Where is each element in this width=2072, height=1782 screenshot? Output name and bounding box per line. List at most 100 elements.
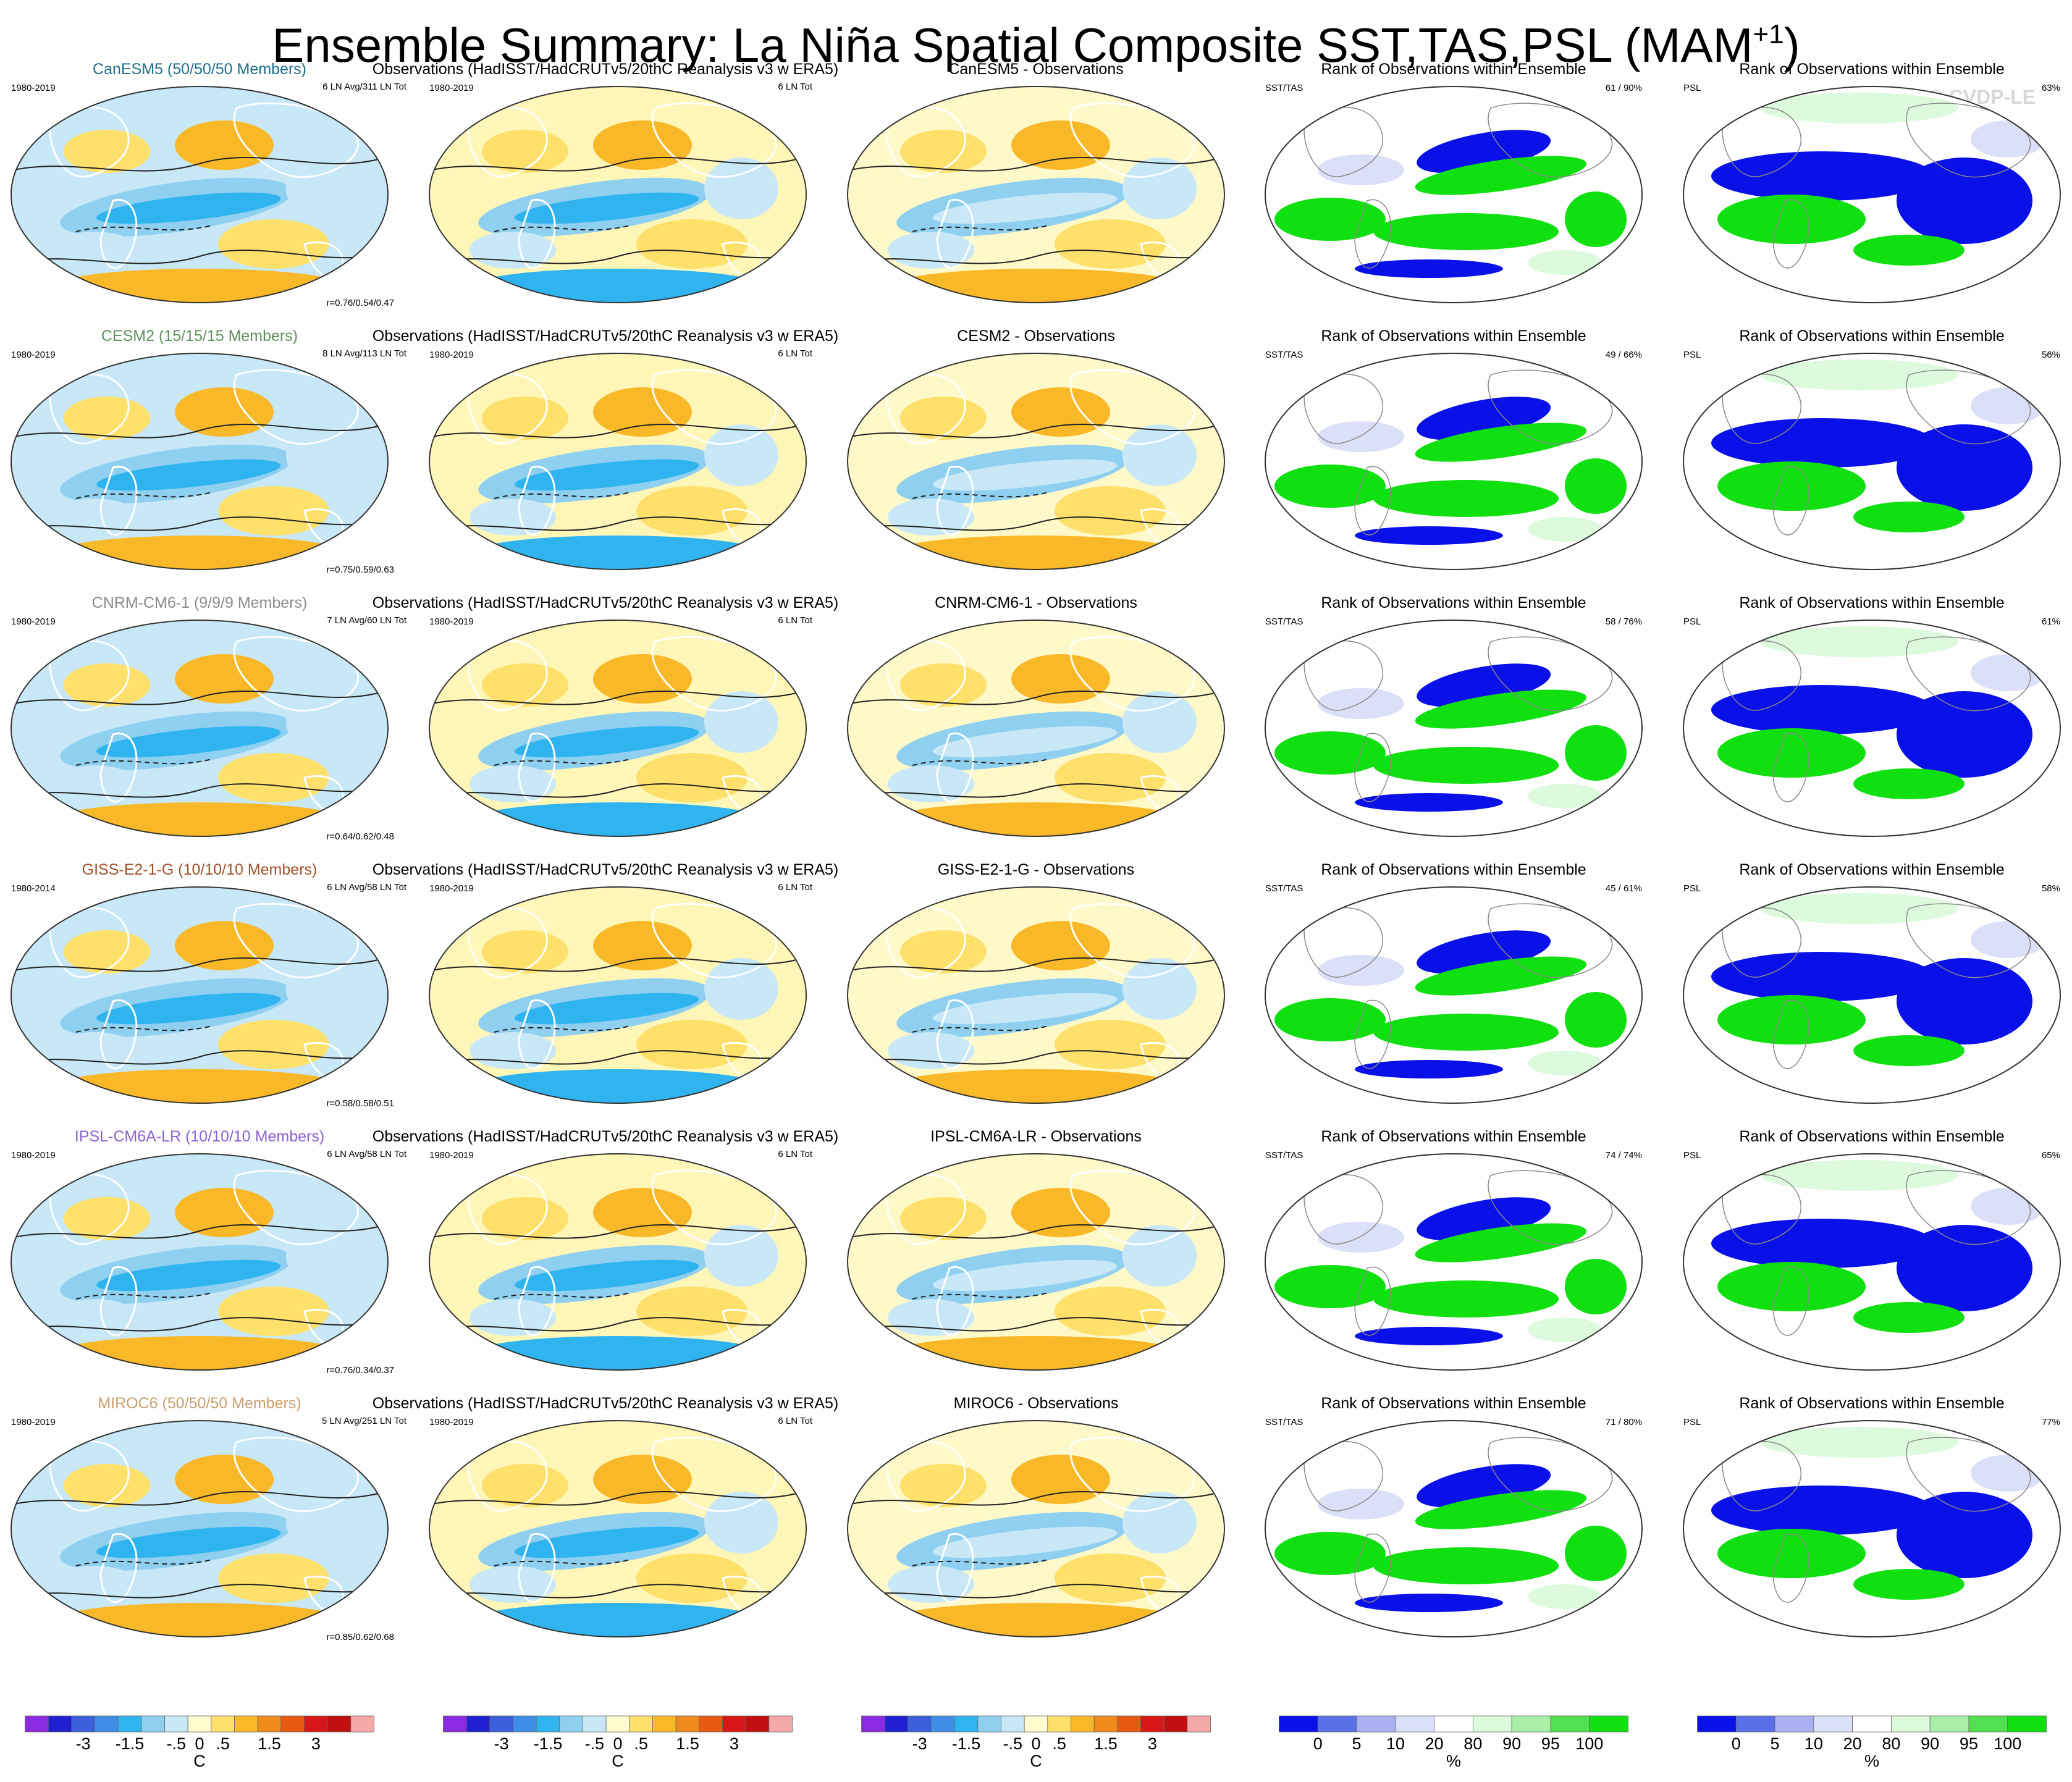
colorbar-tick-label: 5 — [1771, 1734, 1780, 1753]
colorbar-swatch — [769, 1715, 793, 1733]
colorbar-swatch — [745, 1715, 770, 1733]
panel-title: CESM2 - Observations — [957, 327, 1115, 345]
panel-rank-value: 74 / 74% — [1606, 1150, 1642, 1161]
panel-years: 1980-2019 — [429, 83, 474, 93]
panel-title: Rank of Observations within Ensemble — [1321, 594, 1586, 612]
panel-variable: PSL — [1683, 1417, 1701, 1427]
colorbar-tick-label: 3 — [1148, 1734, 1157, 1753]
colorbar-tick-label: -3 — [76, 1734, 91, 1753]
colorbar-tick-label: 100 — [1994, 1734, 2021, 1753]
colorbar-tick-label: 3 — [730, 1734, 739, 1753]
panel-variable: SST/TAS — [1265, 83, 1303, 93]
panel-ln-count: 6 LN Tot — [778, 1416, 812, 1426]
colorbar-swatch — [304, 1715, 328, 1733]
panel-ln-count: 5 LN Avg/251 LN Tot — [322, 1416, 407, 1426]
colorbar-swatch — [1735, 1715, 1775, 1733]
colorbar-tick-label: 0 — [1031, 1734, 1040, 1753]
panel-title: Rank of Observations within Ensemble — [1321, 861, 1586, 878]
colorbar-swatch — [699, 1715, 723, 1733]
panel-ln-count: 6 LN Tot — [778, 882, 812, 893]
colorbar-swatch — [1279, 1715, 1318, 1733]
colorbar-swatch — [1434, 1715, 1473, 1733]
colorbar-swatch — [954, 1715, 979, 1733]
colorbar-tick-label: -1.5 — [116, 1734, 145, 1753]
colorbar-tick-label: -3 — [494, 1734, 509, 1753]
panel-years: 1980-2019 — [11, 1150, 56, 1161]
panel-variable: PSL — [1683, 83, 1701, 93]
colorbar-swatch — [861, 1715, 885, 1733]
colorbar-swatch — [1472, 1715, 1512, 1733]
panel-rank-value: 56% — [2042, 350, 2060, 360]
colorbar-tick-label: 3 — [311, 1734, 321, 1753]
panel-observations: Observations (HadISST/HadCRUTv5/20thC Re… — [373, 594, 838, 837]
panel-years: 1980-2019 — [11, 1417, 56, 1427]
panel-model-IPSL-CM6A-LR: IPSL-CM6A-LR (10/10/10 Members) 1980-2019… — [11, 1128, 407, 1376]
colorbar-swatch — [1001, 1715, 1025, 1733]
colorbar-unit: C — [1030, 1752, 1042, 1770]
colorbar-tick-label: 20 — [1425, 1734, 1444, 1753]
panel-correlation: r=0.76/0.54/0.47 — [326, 298, 394, 308]
panel-rank-value: 49 / 66% — [1606, 350, 1642, 360]
panel-title: Rank of Observations within Ensemble — [1739, 594, 2004, 612]
colorbar-tick-label: -1.5 — [952, 1734, 981, 1753]
panel-years: 1980-2014 — [11, 883, 56, 894]
panel-observations: Observations (HadISST/HadCRUTv5/20thC Re… — [373, 61, 838, 303]
panel-variable: SST/TAS — [1265, 883, 1303, 894]
colorbar-swatch — [443, 1715, 467, 1733]
panel-title: CanESM5 (50/50/50 Members) — [93, 61, 306, 78]
panel-ln-count: 6 LN Avg/58 LN Tot — [327, 1149, 407, 1159]
colorbar-tick-label: 10 — [1805, 1734, 1823, 1753]
panel-difference: MIROC6 - Observations — [847, 1395, 1225, 1637]
panel-ln-count: 6 LN Tot — [778, 1149, 812, 1159]
panel-title: CNRM-CM6-1 (9/9/9 Members) — [92, 594, 308, 612]
panel-title: Observations (HadISST/HadCRUTv5/20thC Re… — [373, 594, 838, 612]
colorbar-swatch — [908, 1715, 932, 1733]
colorbar-model: -3 -1.5 -.5 0 .5 1.5 3 C — [25, 1715, 374, 1770]
colorbar-tick-label: -3 — [912, 1734, 927, 1753]
colorbar-swatch — [1317, 1715, 1357, 1733]
colorbar-tick-label: -1.5 — [534, 1734, 563, 1753]
colorbar-tick-label: 0 — [195, 1734, 204, 1753]
panel-title: Observations (HadISST/HadCRUTv5/20thC Re… — [373, 1128, 838, 1145]
colorbar-swatch — [1163, 1715, 1188, 1733]
colorbar-swatch — [257, 1715, 282, 1733]
colorbar-group: -3 -1.5 -.5 0 .5 1.5 3 C -3 -1.5 -.5 0 .5 1.5 3 C -3 -1.5… — [25, 1715, 2047, 1770]
colorbar-swatch — [931, 1715, 955, 1733]
panel-rank-value: 61 / 90% — [1606, 83, 1642, 93]
colorbar-swatch — [1071, 1715, 1095, 1733]
colorbar-swatch — [489, 1715, 513, 1733]
panel-rank-value: 45 / 61% — [1606, 883, 1642, 894]
colorbar-tick-label: .5 — [634, 1734, 648, 1753]
panel-ln-count: 6 LN Tot — [778, 348, 812, 359]
colorbar-swatch — [1356, 1715, 1396, 1733]
colorbar-tick-label: 0 — [1313, 1734, 1323, 1753]
colorbar-swatch — [211, 1715, 235, 1733]
colorbar-tick-label: 90 — [1502, 1734, 1521, 1753]
colorbar-tick-label: 0 — [613, 1734, 622, 1753]
colorbar-rank-sst: 0 5 10 20 80 90 95 100% — [1279, 1715, 1628, 1770]
figure-title: Ensemble Summary: La Niña Spatial Compos… — [272, 18, 1800, 72]
panel-difference: CESM2 - Observations — [847, 327, 1225, 570]
panel-years: 1980-2019 — [429, 883, 474, 894]
panel-observations: Observations (HadISST/HadCRUTv5/20thC Re… — [373, 861, 838, 1104]
colorbar-swatch — [1813, 1715, 1853, 1733]
panel-title: Rank of Observations within Ensemble — [1739, 1128, 2004, 1145]
colorbar-swatch — [675, 1715, 700, 1733]
panel-model-CNRM-CM6-1: CNRM-CM6-1 (9/9/9 Members) 1980-2019 7 LN … — [11, 594, 407, 842]
colorbar-swatch — [1187, 1715, 1211, 1733]
colorbar-swatch — [1852, 1715, 1892, 1733]
colorbar-swatch — [350, 1715, 374, 1733]
colorbar-tick-label: 95 — [1960, 1734, 1978, 1753]
colorbar-tick-label: -.5 — [167, 1734, 187, 1753]
colorbar-swatch — [71, 1715, 95, 1733]
colorbar-swatch — [234, 1715, 258, 1733]
colorbar-swatch — [1968, 1715, 2008, 1733]
colorbar-tick-label: 10 — [1386, 1734, 1405, 1753]
colorbar-observations: -3 -1.5 -.5 0 .5 1.5 3 C — [443, 1715, 793, 1770]
colorbar-swatch — [1395, 1715, 1435, 1733]
colorbar-swatch — [95, 1715, 119, 1733]
panel-rank-psl: Rank of Observations within Ensemble PSL 6… — [1683, 594, 2061, 837]
panel-observations: Observations (HadISST/HadCRUTv5/20thC Re… — [373, 1128, 838, 1371]
colorbar-swatch — [164, 1715, 188, 1733]
